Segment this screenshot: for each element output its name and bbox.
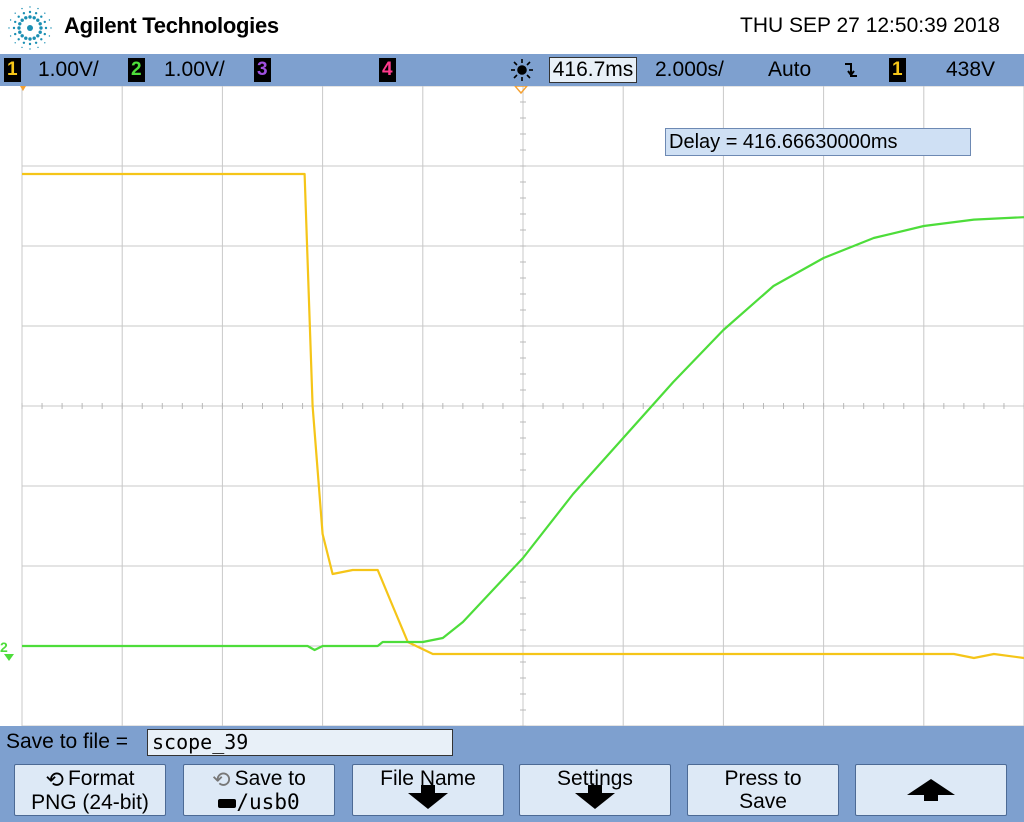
channel-2-badge[interactable]: 2 (128, 58, 145, 82)
press-to-save-softkey[interactable]: Press to Save (687, 764, 839, 816)
file-name-softkey[interactable]: File Name (352, 764, 504, 816)
arrow-up-icon (907, 779, 955, 801)
graticule (21, 86, 1024, 726)
cycle-icon: ⟲ (45, 766, 64, 792)
channel-1-scale[interactable]: 1.00V/ (38, 58, 99, 81)
timebase-scale[interactable]: 2.000s/ (655, 58, 724, 81)
format-title: Format (67, 767, 135, 790)
save-to-file-label: Save to file = (6, 730, 128, 753)
trigger-falling-edge-icon (845, 63, 857, 77)
waveform-display[interactable]: 2 Delay = 416.66630000ms (0, 86, 1024, 726)
save-bar: Save to file = scope_39 ⟲ Format PNG (24-… (0, 726, 1024, 822)
channel-2-scale[interactable]: 1.00V/ (164, 58, 225, 81)
trace-channel-2 (22, 216, 1024, 652)
format-softkey[interactable]: ⟲ Format PNG (24-bit) (14, 764, 166, 816)
arrow-down-icon (408, 785, 448, 809)
traces (22, 172, 1024, 660)
usb-drive-icon (218, 798, 237, 808)
settings-softkey[interactable]: Settings (519, 764, 671, 816)
trigger-source-badge[interactable]: 1 (889, 58, 906, 82)
channel-2-ground-arrow (4, 654, 14, 661)
header-bar: Agilent Technologies THU SEP 27 12:50:39… (0, 0, 1024, 54)
status-bar: 1 1.00V/ 2 1.00V/ 3 4 416.7ms 2.000s/ Au… (0, 54, 1024, 86)
channel-4-badge[interactable]: 4 (379, 58, 396, 82)
channel-3-badge[interactable]: 3 (254, 58, 271, 82)
save-to-title: Save to (234, 767, 306, 790)
file-name-title: File Name (380, 767, 476, 790)
delay-readout: Delay = 416.66630000ms (665, 128, 971, 156)
format-value: PNG (24-bit) (31, 790, 149, 814)
horizontal-delay-value[interactable]: 416.7ms (549, 57, 637, 83)
trigger-position-marker-left (20, 86, 26, 91)
channel-1-badge[interactable]: 1 (4, 58, 21, 82)
cycle-icon: ⟲ (212, 766, 231, 792)
agilent-spark-logo-icon (8, 6, 52, 50)
trigger-mode[interactable]: Auto (768, 58, 812, 81)
save-to-value: /usb0 (236, 789, 300, 814)
trace-channel-1 (22, 172, 1024, 660)
trigger-position-marker-center (514, 86, 528, 95)
press-to-title: Press to (724, 767, 802, 790)
back-up-softkey[interactable] (855, 764, 1007, 816)
date-time: THU SEP 27 12:50:39 2018 (740, 14, 1000, 37)
filename-field[interactable]: scope_39 (147, 729, 453, 756)
delay-sun-icon (511, 59, 533, 81)
arrow-down-icon (575, 785, 615, 809)
trigger-level[interactable]: 438V (946, 58, 996, 81)
channel-2-ground-marker: 2 (0, 639, 8, 655)
save-title: Save (739, 790, 787, 813)
settings-title: Settings (557, 767, 633, 790)
save-to-softkey[interactable]: ⟲ Save to /usb0 (183, 764, 335, 816)
waveform-plot[interactable]: 2 (0, 86, 1024, 726)
brand-name: Agilent Technologies (64, 13, 279, 38)
